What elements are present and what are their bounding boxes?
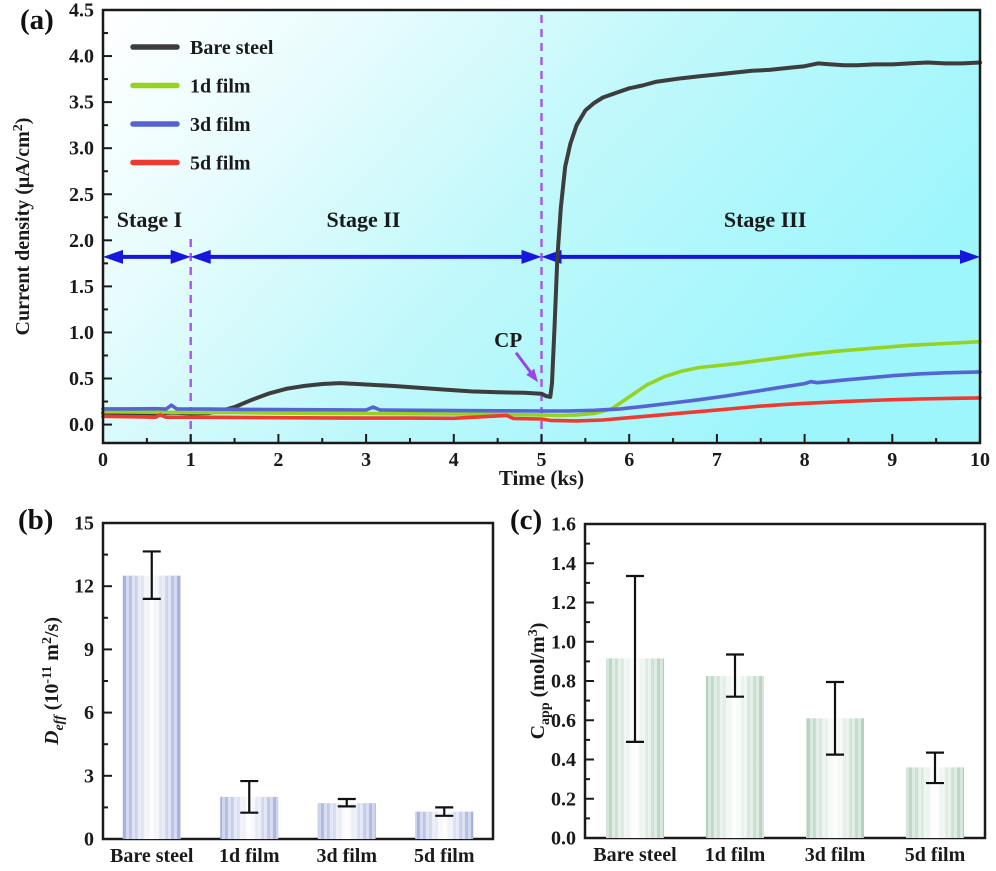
series-line-5d-film — [101, 396, 982, 423]
y-tick-label: 15 — [74, 513, 94, 535]
error-bar-bare-steel — [142, 550, 161, 600]
error-bar-5d-film — [926, 751, 944, 785]
x-tick-label: 6 — [624, 449, 634, 471]
bar-texture — [317, 803, 376, 839]
axis-ticks — [102, 9, 981, 443]
y-axis-title: Current density (μA/cm2) — [11, 118, 34, 336]
cp-arrow — [514, 351, 534, 376]
x-tick-label: 8 — [800, 449, 810, 471]
legend-label-bare-steel: Bare steel — [190, 37, 274, 59]
x-tick-label: 1 — [186, 449, 196, 471]
y-tick-label: 0.0 — [551, 828, 576, 850]
x-tick-label: 3 — [361, 449, 371, 471]
category-label-3d-film: 3d film — [805, 844, 866, 866]
cp-label: CP — [494, 328, 522, 352]
y-tick-label: 9 — [84, 639, 94, 661]
y-tick-label: 0.4 — [551, 749, 576, 771]
arrowhead — [190, 249, 211, 264]
panel-a-chart: Stage I Stage II Stage III CP 0 1 2 3 4 5 6 7 8 9 10 0.… — [11, 0, 990, 490]
y-tick-label: 1.0 — [69, 322, 94, 344]
y-tick-label: 1.2 — [551, 592, 576, 614]
y-tick-label: 1.6 — [551, 514, 576, 536]
y-tick-label: 0.6 — [551, 710, 576, 732]
category-label-bare-steel: Bare steel — [593, 844, 677, 866]
y-tick-label: 0 — [84, 829, 94, 851]
stage-label: Stage II — [326, 207, 400, 232]
panel-c-chart: Bare steel 1d film 3d film 5d film 0.0 0.2 0.4… — [526, 514, 987, 866]
x-tick-label: 4 — [449, 449, 459, 471]
x-tick-label: 10 — [970, 449, 990, 471]
arrowhead — [526, 368, 538, 383]
arrowhead — [960, 249, 980, 264]
category-label-5d-film: 5d film — [905, 844, 966, 866]
arrowhead — [521, 249, 542, 264]
y-tick-label: 0.5 — [69, 368, 94, 390]
y-axis-title: Capp (mol/m3) — [526, 623, 553, 740]
y-tick-label: 2.5 — [69, 184, 94, 206]
category-label-3d-film: 3d film — [316, 845, 377, 867]
error-bar-1d-film — [240, 779, 259, 814]
y-tick-label: 3.5 — [69, 92, 94, 114]
y-axis-title: Deff (10-11 m2/s) — [40, 617, 67, 746]
x-tick-label: 7 — [712, 449, 722, 471]
x-axis-title: Time (ks) — [499, 466, 584, 490]
category-label-bare-steel: Bare steel — [110, 845, 194, 867]
panel-b-label: (b) — [18, 504, 54, 536]
y-tick-label: 1.5 — [69, 276, 94, 298]
category-label-5d-film: 5d film — [414, 845, 475, 867]
y-tick-label: 0.8 — [551, 671, 576, 693]
x-tick-label: 5 — [537, 449, 547, 471]
y-tick-label: 3 — [84, 765, 94, 787]
y-tick-label: 6 — [84, 702, 94, 724]
y-tick-label: 4.5 — [69, 0, 94, 22]
legend-label-3d-film: 3d film — [190, 114, 251, 136]
y-tick-label: 1.4 — [551, 553, 576, 575]
y-tick-label: 1.0 — [551, 631, 576, 653]
error-bar-3d-film — [826, 680, 844, 756]
error-bar-5d-film — [435, 806, 454, 817]
y-tick-label: 0.2 — [551, 788, 576, 810]
bar-texture — [122, 575, 181, 839]
legend: Bare steel 1d film 3d film 5d film — [130, 37, 274, 175]
legend-label-5d-film: 5d film — [190, 153, 251, 175]
error-bar-bare-steel — [626, 574, 644, 743]
category-label-1d-film: 1d film — [219, 845, 280, 867]
panel-a-label: (a) — [20, 4, 54, 36]
panel-b-chart: Bare steel 1d film 3d film 5d film 0 3 6 9 12 15 D… — [40, 513, 495, 867]
legend-label-1d-film: 1d film — [190, 76, 251, 98]
x-tick-label: 0 — [98, 449, 108, 471]
y-tick-label: 3.0 — [69, 138, 94, 160]
series-line-3d-film — [101, 370, 982, 413]
y-tick-label: 0.0 — [69, 414, 94, 436]
y-tick-label: 2.0 — [69, 230, 94, 252]
x-tick-label: 2 — [273, 449, 283, 471]
error-bar-3d-film — [337, 797, 356, 808]
y-tick-label: 12 — [74, 576, 94, 598]
stage-label: Stage I — [117, 207, 182, 232]
y-tick-label: 4.0 — [69, 46, 94, 68]
arrowhead — [103, 249, 123, 264]
stage-label: Stage III — [724, 207, 807, 232]
bar-texture — [706, 676, 764, 838]
category-label-1d-film: 1d film — [705, 844, 766, 866]
x-tick-label: 9 — [887, 449, 897, 471]
arrowhead — [170, 249, 191, 264]
series-line-bare-steel — [101, 60, 982, 416]
error-bar-1d-film — [726, 653, 744, 698]
panel-c-label: (c) — [510, 504, 543, 536]
